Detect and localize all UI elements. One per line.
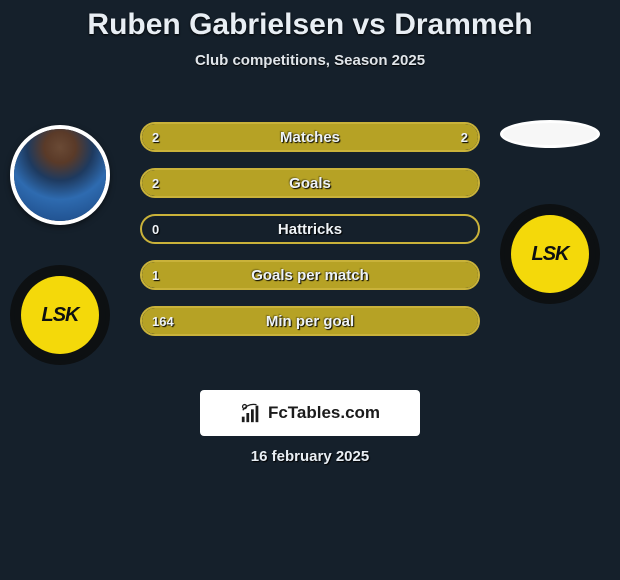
page-title: Ruben Gabrielsen vs Drammeh [0, 0, 620, 42]
player-photo-left [10, 125, 110, 225]
stat-label: Goals [142, 175, 478, 192]
right-column: LSK [500, 120, 600, 304]
stat-label: Hattricks [142, 221, 478, 238]
stat-row: 0Hattricks [140, 214, 480, 244]
fctables-icon [240, 402, 262, 424]
stat-value-right: 2 [461, 130, 468, 145]
stat-label: Goals per match [142, 267, 478, 284]
brand-label: FcTables.com [268, 403, 380, 423]
stat-row: 1Goals per match [140, 260, 480, 290]
stat-row: 2Matches2 [140, 122, 480, 152]
club-badge-left: LSK [10, 265, 110, 365]
brand-box: FcTables.com [200, 390, 420, 436]
club-badge-right-label: LSK [511, 215, 589, 293]
club-badge-right: LSK [500, 204, 600, 304]
stat-row: 2Goals [140, 168, 480, 198]
stat-label: Matches [142, 129, 478, 146]
stat-row: 164Min per goal [140, 306, 480, 336]
left-column: LSK [10, 125, 110, 365]
subtitle: Club competitions, Season 2025 [0, 52, 620, 69]
club-badge-left-label: LSK [21, 276, 99, 354]
player-photo-placeholder [14, 129, 106, 221]
stat-label: Min per goal [142, 313, 478, 330]
player-photo-right-placeholder [500, 120, 600, 148]
stats-panel: 2Matches22Goals0Hattricks1Goals per matc… [140, 122, 480, 352]
date-text: 16 february 2025 [0, 448, 620, 465]
